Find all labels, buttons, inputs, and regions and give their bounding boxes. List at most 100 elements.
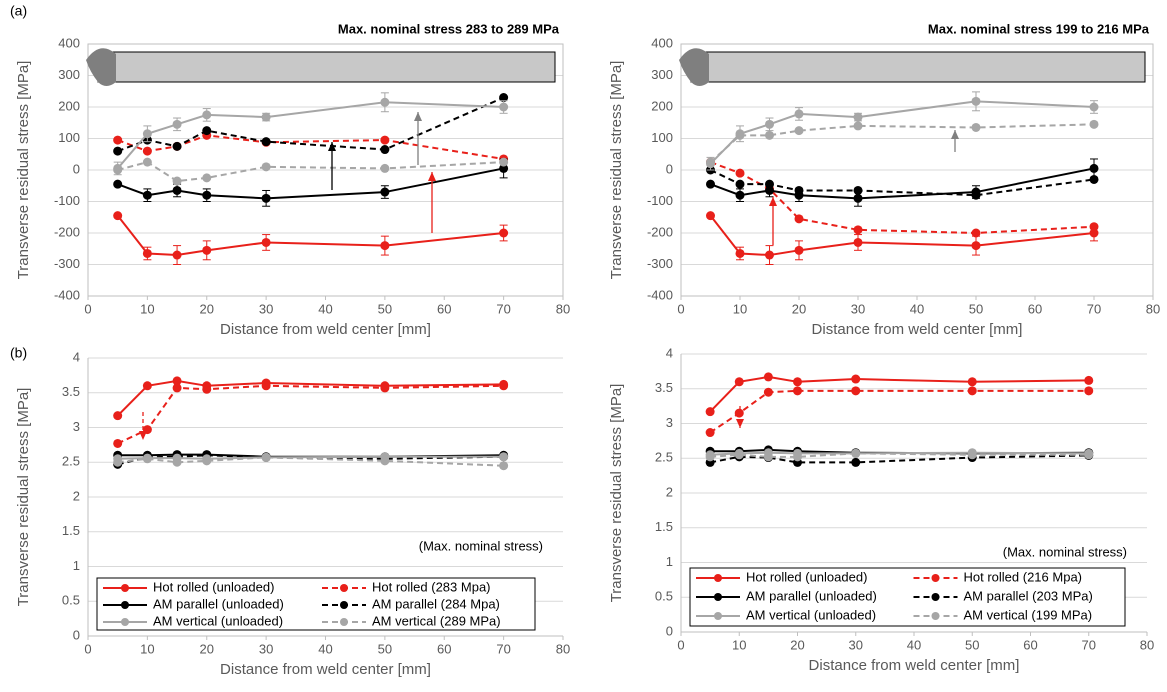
data-point <box>172 383 182 393</box>
data-point <box>142 157 152 167</box>
data-point <box>1084 386 1094 396</box>
legend-label: Hot rolled (283 Mpa) <box>372 579 491 594</box>
data-point <box>499 452 509 462</box>
note: (Max. nominal stress) <box>419 538 543 553</box>
y-tick-label: 400 <box>58 35 80 50</box>
x-tick-label: 70 <box>496 301 510 316</box>
data-point <box>172 119 182 129</box>
data-point <box>380 97 390 107</box>
legend-box <box>689 567 1126 627</box>
x-tick-label: 70 <box>496 641 510 656</box>
data-point <box>794 245 804 255</box>
data-point <box>706 211 715 221</box>
x-tick-label: 0 <box>677 301 684 316</box>
data-point <box>794 126 804 136</box>
data-point <box>202 456 212 466</box>
y-tick-label: 1 <box>73 558 80 573</box>
legend-label: Hot rolled (unloaded) <box>153 579 274 594</box>
x-axis-label: Distance from weld center [mm] <box>812 321 1023 338</box>
data-point <box>1084 375 1094 385</box>
y-tick-label: 3.5 <box>62 384 80 399</box>
legend-marker <box>931 593 940 601</box>
y-tick-label: -300 <box>647 256 673 271</box>
data-point <box>851 386 861 396</box>
data-point <box>765 250 774 260</box>
data-point <box>172 376 182 386</box>
data-point <box>261 452 271 462</box>
data-point <box>202 245 212 255</box>
x-axis-label: Distance from weld center [mm] <box>809 657 1020 674</box>
data-point <box>142 381 152 391</box>
data-point <box>765 119 774 129</box>
chart-title: Max. nominal stress 199 to 216 MPa <box>928 21 1150 36</box>
data-point <box>967 450 977 460</box>
data-point <box>794 214 804 224</box>
data-point <box>202 173 212 183</box>
data-point <box>380 383 390 393</box>
y-tick-label: 100 <box>58 130 80 145</box>
data-point <box>499 102 509 112</box>
data-point <box>380 145 390 155</box>
data-point <box>853 237 863 247</box>
data-point <box>261 112 271 122</box>
data-point <box>113 411 123 421</box>
x-tick-label: 80 <box>556 641 570 656</box>
data-point <box>735 190 745 200</box>
y-tick-label: 1.5 <box>62 523 80 538</box>
legend-label: AM parallel (203 MPa) <box>964 588 1093 603</box>
data-point <box>380 241 390 251</box>
x-tick-label: 30 <box>259 641 273 656</box>
data-point <box>735 130 745 140</box>
data-point <box>142 248 152 258</box>
data-point <box>380 187 390 197</box>
y-tick-label: 4 <box>73 349 80 364</box>
y-tick-label: 0.5 <box>62 593 80 608</box>
data-point <box>853 185 863 195</box>
data-point <box>142 454 152 464</box>
x-tick-label: 0 <box>84 641 91 656</box>
legend-marker <box>121 584 129 592</box>
legend-marker <box>121 618 129 626</box>
data-point <box>765 130 774 140</box>
x-tick-label: 60 <box>437 301 451 316</box>
data-point <box>499 163 509 173</box>
y-tick-label: 0 <box>73 627 80 642</box>
y-tick-label: 3.5 <box>655 380 673 395</box>
data-point <box>142 129 152 139</box>
data-point <box>142 190 152 200</box>
y-tick-label: 2 <box>666 484 673 499</box>
y-tick-label: 0 <box>73 161 80 176</box>
panel-label: (b) <box>10 345 27 361</box>
data-point <box>794 185 804 195</box>
data-point <box>1089 163 1099 173</box>
data-point <box>113 211 123 221</box>
x-tick-label: 40 <box>910 301 924 316</box>
data-point <box>971 96 981 106</box>
y-axis-label: Transverse residual stress [MPa] <box>608 61 625 280</box>
y-tick-label: -400 <box>647 287 673 302</box>
y-axis-label: Transverse residual stress [MPa] <box>15 61 32 280</box>
x-tick-label: 50 <box>378 301 392 316</box>
data-point <box>142 146 152 156</box>
x-tick-label: 30 <box>849 637 863 652</box>
data-point <box>202 126 212 136</box>
y-tick-label: 2.5 <box>655 450 673 465</box>
arrow-head <box>414 112 422 121</box>
arrow-head <box>139 431 147 440</box>
data-point <box>705 428 715 438</box>
plot-frame <box>680 43 1154 297</box>
arrow-head <box>428 172 436 181</box>
x-tick-label: 80 <box>556 301 570 316</box>
legend-label: AM parallel (unloaded) <box>746 588 877 603</box>
weld-sketch <box>679 48 709 86</box>
x-tick-label: 10 <box>140 641 154 656</box>
y-tick-label: 300 <box>651 67 673 82</box>
x-tick-label: 20 <box>200 301 214 316</box>
y-tick-label: 300 <box>58 67 80 82</box>
data-point <box>967 377 977 387</box>
data-point <box>261 137 271 147</box>
plate-sketch <box>690 51 1146 83</box>
plot-frame <box>87 43 564 297</box>
data-point <box>1089 119 1099 129</box>
